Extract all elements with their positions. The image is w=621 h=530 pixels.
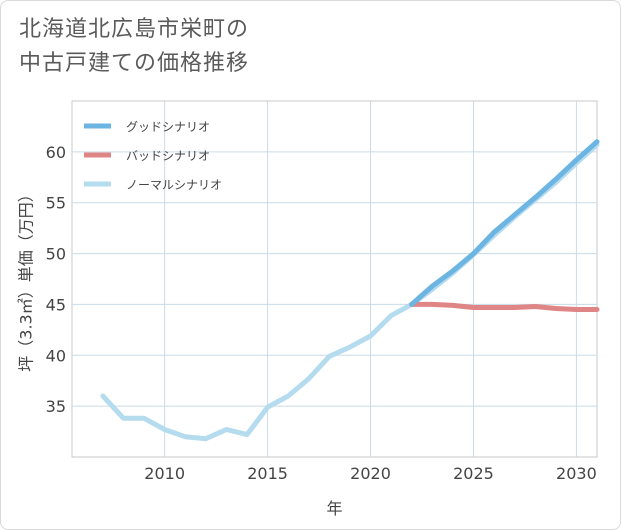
x-axis-label: 年 [326, 499, 342, 518]
legend-label: バッドシナリオ [126, 149, 210, 163]
x-tick-label: 2030 [556, 464, 597, 483]
y-tick-label: 40 [46, 346, 66, 365]
axis-ticks: 2010 2015 2020 2025 2030 35 40 45 50 55 60 [46, 143, 597, 483]
y-axis-label: 坪（3.3㎡）単価（万円） [17, 186, 36, 371]
y-tick-label: 55 [46, 194, 66, 213]
series-group [100, 139, 600, 442]
x-tick-label: 2020 [350, 464, 391, 483]
x-tick-label: 2010 [144, 464, 185, 483]
legend-label: グッドシナリオ [126, 120, 210, 134]
series-line-2 [409, 301, 600, 312]
x-tick-label: 2025 [453, 464, 494, 483]
plot-area [71, 100, 598, 458]
x-tick-label: 2015 [247, 464, 288, 483]
chart-title-line2: 中古戸建ての価格推移 [19, 51, 250, 76]
series-line-1 [409, 139, 600, 307]
chart-title: 北海道北広島市栄町の 中古戸建ての価格推移 [19, 13, 249, 81]
legend-label: ノーマルシナリオ [126, 178, 222, 192]
y-tick-label: 50 [46, 245, 66, 264]
y-tick-label: 45 [46, 295, 66, 314]
y-tick-label: 60 [46, 143, 66, 162]
chart-title-line1: 北海道北広島市栄町の [19, 17, 250, 42]
grid [72, 101, 597, 457]
y-tick-label: 35 [46, 397, 66, 416]
